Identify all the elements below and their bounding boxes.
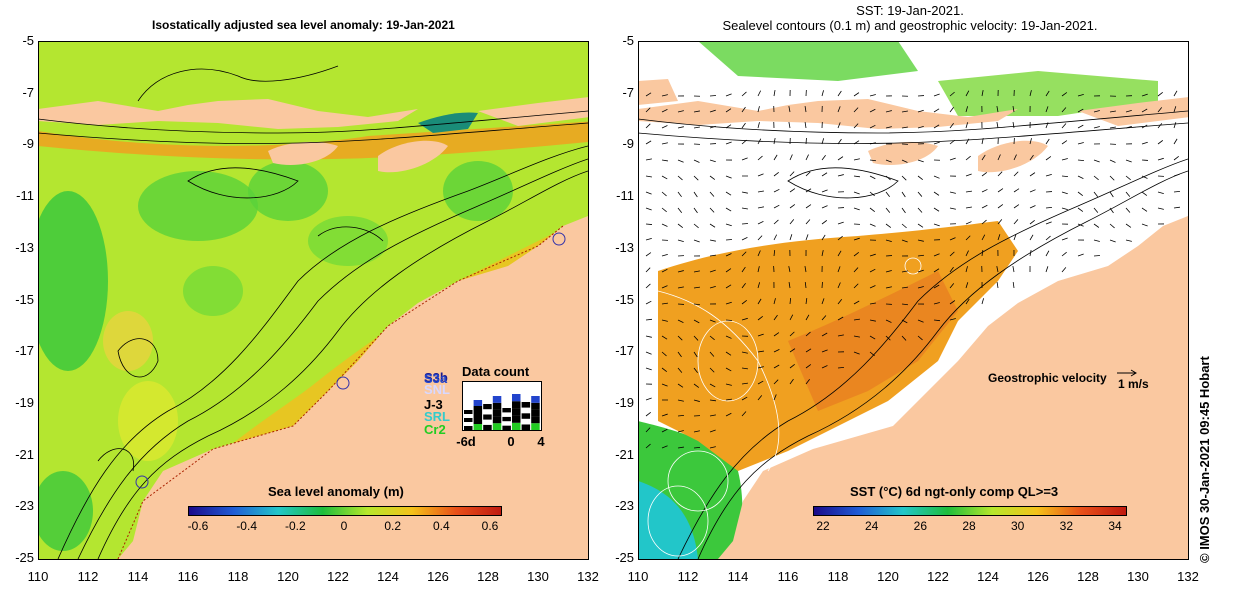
data-count-tick-zero: 0 (507, 434, 515, 449)
left-x-tick-7: 124 (377, 569, 399, 584)
right-title-line2: Sealevel contours (0.1 m) and geostrophi… (722, 18, 1098, 33)
left-y-tick-0: -5 (22, 33, 34, 48)
sst-tick-1: 24 (864, 519, 879, 533)
right-y-tick-7: -19 (615, 394, 634, 410)
right-x-tick-9: 128 (1077, 569, 1099, 584)
sla-tick-3: 0 (340, 519, 348, 533)
right-title-line1: SST: 19-Jan-2021. (856, 3, 964, 18)
right-panel-title: SST: 19-Jan-2021. Sealevel contours (0.1… (630, 3, 1190, 33)
right-y-tick-5: -15 (615, 291, 634, 307)
data-count-tick-start: -6d (456, 434, 476, 449)
right-x-tick-7: 124 (977, 569, 999, 584)
left-y-tick-8: -21 (15, 446, 34, 462)
sat-label-j3: J-3 (424, 397, 443, 412)
sst-tick-6: 34 (1108, 519, 1122, 533)
left-y-tick-9: -23 (15, 498, 34, 514)
left-y-tick-7: -19 (15, 394, 34, 410)
right-x-tick-11: 132 (1177, 569, 1199, 584)
left-x-tick-3: 116 (177, 569, 199, 584)
right-x-tick-5: 120 (877, 569, 899, 584)
sat-label-snl: SNL (424, 382, 450, 397)
left-x-tick-1: 112 (77, 569, 99, 584)
right-x-tick-3: 116 (777, 569, 799, 584)
right-y-tick-6: -17 (615, 343, 634, 359)
data-count-title: Data count (462, 364, 530, 379)
left-y-tick-5: -15 (15, 291, 34, 307)
left-y-tick-1: -7 (22, 84, 34, 100)
sla-tick-0: -0.6 (187, 519, 209, 533)
left-x-tick-8: 126 (427, 569, 449, 584)
sst-colorbar-label: SST (°C) 6d ngt-only comp QL>=3 (850, 484, 1059, 499)
right-y-tick-10: -25 (615, 550, 634, 565)
left-y-tick-10: -25 (15, 550, 34, 565)
sst-plot (638, 41, 1188, 559)
sst-tick-5: 32 (1059, 519, 1073, 533)
sla-colorbar (188, 506, 502, 516)
sst-colorbar (813, 506, 1127, 516)
sla-tick-4: 0.2 (384, 519, 401, 533)
sst-tick-2: 26 (913, 519, 927, 533)
right-x-tick-6: 122 (927, 569, 949, 584)
right-x-tick-1: 112 (677, 569, 699, 584)
right-y-tick-3: -11 (616, 188, 634, 204)
right-y-tick-8: -21 (615, 446, 634, 462)
velocity-scale-arrow-icon (1117, 369, 1137, 377)
sat-label-s3b: S3b (424, 370, 448, 385)
left-x-tick-11: 132 (577, 569, 599, 584)
left-y-tick-3: -11 (16, 188, 34, 204)
sla-colorbar-label: Sea level anomaly (m) (268, 484, 404, 499)
data-count-histogram (462, 381, 542, 431)
left-x-tick-0: 110 (27, 569, 49, 584)
left-x-tick-10: 130 (527, 569, 549, 584)
sla-tick-5: 0.4 (432, 519, 450, 533)
sea-level-anomaly-map: Data count S3b S3a SNL J-3 SRL Cr2 -6d 0… (38, 41, 588, 559)
right-x-tick-10: 130 (1127, 569, 1149, 584)
sla-tick-1: -0.4 (236, 519, 257, 533)
sla-tick-6: 0.6 (481, 519, 499, 533)
sla-tick-2: -0.2 (284, 519, 306, 533)
right-x-tick-8: 126 (1027, 569, 1049, 584)
left-x-tick-5: 120 (277, 569, 299, 584)
velocity-legend-scale: 1 m/s (1118, 377, 1149, 391)
right-y-tick-1: -7 (622, 84, 634, 100)
left-y-tick-4: -13 (15, 239, 34, 255)
right-y-tick-9: -23 (615, 498, 634, 514)
left-x-tick-6: 122 (327, 569, 349, 584)
sea-level-anomaly-plot (38, 41, 588, 559)
velocity-legend-label: Geostrophic velocity (988, 371, 1107, 385)
sat-label-s3a: S3a (424, 371, 448, 386)
right-x-tick-0: 110 (627, 569, 649, 584)
sst-tick-4: 30 (1010, 519, 1025, 533)
sst-tick-0: 22 (816, 519, 830, 533)
left-x-tick-2: 114 (127, 569, 149, 584)
sst-map: Geostrophic velocity 1 m/s SST (°C) 6d n… (638, 41, 1188, 559)
left-panel-title: Isostatically adjusted sea level anomaly… (152, 18, 455, 32)
left-y-tick-6: -17 (15, 343, 34, 359)
left-y-tick-2: -9 (22, 136, 34, 152)
left-x-tick-9: 128 (477, 569, 499, 584)
right-y-tick-4: -13 (615, 239, 634, 255)
right-x-tick-4: 118 (827, 569, 849, 584)
right-y-tick-0: -5 (622, 33, 634, 48)
data-count-tick-end: 4 (537, 434, 545, 449)
sst-tick-3: 28 (962, 519, 976, 533)
left-x-tick-4: 118 (227, 569, 249, 584)
right-x-tick-2: 114 (727, 569, 749, 584)
sat-label-srl: SRL (424, 409, 450, 424)
right-y-tick-2: -9 (622, 136, 634, 152)
credit-text: © IMOS 30-Jan-2021 09:45 Hobart (1197, 356, 1212, 563)
sat-label-cr2: Cr2 (424, 422, 446, 437)
